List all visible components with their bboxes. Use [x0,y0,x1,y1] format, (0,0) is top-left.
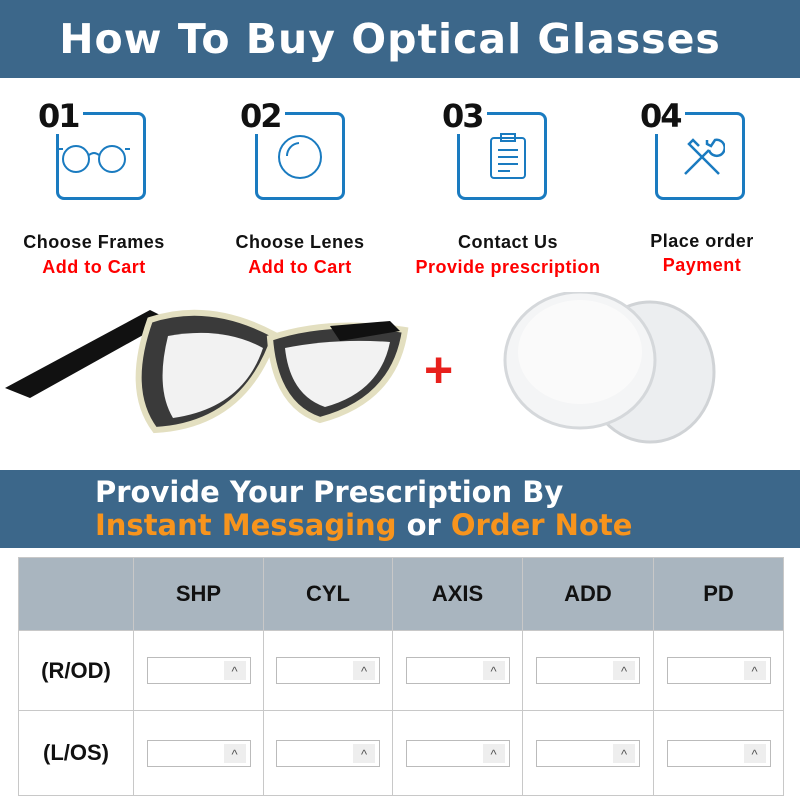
axis-od-input[interactable]: ^ [405,657,510,685]
spinner-up-icon[interactable]: ^ [223,661,246,681]
step-title: Choose Frames [23,232,165,252]
column-header: AXIS [392,557,523,631]
axis-os-input[interactable]: ^ [405,739,510,767]
icon-frame [655,112,745,200]
spinner-up-icon[interactable]: ^ [353,661,375,681]
prescription-heading: Provide Your Prescription By [95,475,564,509]
tools-icon [684,138,725,175]
step-title: Choose Lenes [235,232,365,252]
pd-od-input[interactable]: ^ [666,657,771,685]
shp-od-input[interactable]: ^ [146,657,251,685]
prescription-banner: Provide Your Prescription By Instant Mes… [0,470,800,548]
table-row: (R/OD) ^ ^ ^ ^ ^ [18,630,784,711]
header-banner: How To Buy Optical Glasses [0,0,800,78]
icon-frame [56,112,146,200]
glasses-icon [58,145,130,173]
spinner-up-icon[interactable]: ^ [743,743,766,763]
clipboard-icon [490,133,526,179]
column-header: ADD [522,557,654,631]
table-header-row: SHP CYL AXIS ADD PD [18,557,784,631]
step-action: Provide prescription [415,257,601,277]
row-label: (R/OD) [18,630,134,711]
cyl-od-input[interactable]: ^ [276,657,380,685]
page-title: How To Buy Optical Glasses [59,15,721,63]
pd-os-input[interactable]: ^ [666,739,771,767]
add-od-input[interactable]: ^ [536,657,640,685]
column-header: SHP [133,557,264,631]
column-header: CYL [263,557,393,631]
row-label: (L/OS) [18,710,134,796]
spinner-up-icon[interactable]: ^ [613,743,635,763]
step-number: 02 [240,98,285,134]
step-number: 01 [38,98,83,134]
frames-product-image [5,309,409,434]
or-text: or [396,508,451,542]
spinner-up-icon[interactable]: ^ [353,743,375,763]
icon-frame [255,112,345,200]
prescription-table: SHP CYL AXIS ADD PD (R/OD) ^ ^ ^ ^ ^ (L/… [18,557,784,796]
order-note-text: Order Note [450,508,633,542]
step-number: 03 [442,98,487,134]
step-action: Payment [662,255,742,275]
spinner-up-icon[interactable]: ^ [482,743,505,763]
add-os-input[interactable]: ^ [536,739,640,767]
icon-frame [457,112,547,200]
lens-icon [278,135,322,179]
step-title: Contact Us [457,232,558,252]
lenses-product-image [503,292,716,444]
step-title: Place order [650,231,754,251]
step-number: 04 [640,98,685,134]
column-header: PD [653,557,784,631]
spinner-up-icon[interactable]: ^ [482,661,505,681]
instant-messaging-text: Instant Messaging [95,508,397,542]
cyl-os-input[interactable]: ^ [276,739,380,767]
shp-os-input[interactable]: ^ [146,739,251,767]
step-action: Add to Cart [248,257,352,277]
spinner-up-icon[interactable]: ^ [613,661,635,681]
spinner-up-icon[interactable]: ^ [743,661,766,681]
spinner-up-icon[interactable]: ^ [223,743,246,763]
table-row: (L/OS) ^ ^ ^ ^ ^ [18,710,784,796]
plus-sign: + [424,342,454,398]
step-action: Add to Cart [42,257,146,277]
